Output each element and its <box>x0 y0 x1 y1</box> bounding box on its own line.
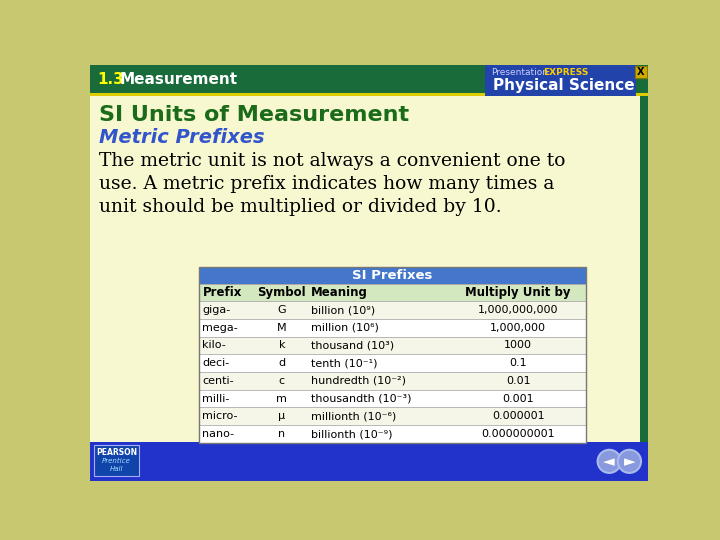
Text: Hall: Hall <box>109 466 123 472</box>
Text: SI Prefixes: SI Prefixes <box>352 269 433 282</box>
Bar <box>199 319 586 336</box>
Text: PEARSON: PEARSON <box>96 448 137 457</box>
Bar <box>199 336 586 354</box>
Bar <box>90 96 648 442</box>
Text: nano-: nano- <box>202 429 235 439</box>
Text: Physical Science: Physical Science <box>493 78 635 93</box>
Text: 1.3: 1.3 <box>98 72 125 87</box>
Bar <box>199 301 586 319</box>
Bar <box>199 284 586 301</box>
Text: 1000: 1000 <box>504 340 532 350</box>
Bar <box>199 372 586 390</box>
Text: billionth (10⁻⁹): billionth (10⁻⁹) <box>311 429 392 439</box>
Text: deci-: deci- <box>202 358 230 368</box>
Text: c: c <box>279 376 285 386</box>
Text: EXPRESS: EXPRESS <box>544 68 589 77</box>
Text: ►: ► <box>624 454 635 469</box>
Text: 0.01: 0.01 <box>506 376 531 386</box>
Text: d: d <box>278 358 285 368</box>
Text: Measurement: Measurement <box>120 72 238 87</box>
Text: SI Units of Measurement: SI Units of Measurement <box>99 105 410 125</box>
Bar <box>90 93 648 96</box>
Bar <box>199 267 586 284</box>
Text: unit should be multiplied or divided by 10.: unit should be multiplied or divided by … <box>99 198 502 216</box>
Text: μ: μ <box>278 411 285 421</box>
Text: M: M <box>277 323 287 333</box>
Text: thousandth (10⁻³): thousandth (10⁻³) <box>311 394 411 403</box>
Text: 0.1: 0.1 <box>509 358 527 368</box>
Bar <box>199 390 586 408</box>
Text: m: m <box>276 394 287 403</box>
Text: Meaning: Meaning <box>311 286 368 299</box>
Text: hundredth (10⁻²): hundredth (10⁻²) <box>311 376 406 386</box>
Bar <box>199 267 586 443</box>
Text: ◄: ◄ <box>603 454 615 469</box>
Bar <box>485 65 636 96</box>
Bar <box>90 65 648 94</box>
Text: mega-: mega- <box>202 323 238 333</box>
Text: thousand (10³): thousand (10³) <box>311 340 394 350</box>
Circle shape <box>598 450 621 473</box>
Text: giga-: giga- <box>202 305 230 315</box>
Bar <box>90 442 648 481</box>
Text: use. A metric prefix indicates how many times a: use. A metric prefix indicates how many … <box>99 175 554 193</box>
Text: 0.000001: 0.000001 <box>492 411 544 421</box>
Text: 0.000000001: 0.000000001 <box>482 429 555 439</box>
Text: X: X <box>637 67 645 77</box>
Text: 1,000,000: 1,000,000 <box>490 323 546 333</box>
Text: Symbol: Symbol <box>258 286 306 299</box>
Bar <box>640 96 648 442</box>
Text: centi-: centi- <box>202 376 234 386</box>
Bar <box>199 354 586 372</box>
Text: tenth (10⁻¹): tenth (10⁻¹) <box>311 358 377 368</box>
Bar <box>94 445 139 476</box>
Text: million (10⁶): million (10⁶) <box>311 323 379 333</box>
Text: The metric unit is not always a convenient one to: The metric unit is not always a convenie… <box>99 152 566 170</box>
Text: Prefix: Prefix <box>202 286 242 299</box>
Circle shape <box>618 450 641 473</box>
Text: 0.001: 0.001 <box>503 394 534 403</box>
Text: k: k <box>279 340 285 350</box>
Text: Presentation: Presentation <box>492 68 549 77</box>
Text: kilo-: kilo- <box>202 340 226 350</box>
Text: Multiply Unit by: Multiply Unit by <box>465 286 571 299</box>
Text: billion (10⁹): billion (10⁹) <box>311 305 375 315</box>
Text: Metric Prefixes: Metric Prefixes <box>99 129 265 147</box>
Bar <box>199 425 586 443</box>
Text: 1,000,000,000: 1,000,000,000 <box>478 305 559 315</box>
Text: Prentice: Prentice <box>102 458 131 464</box>
Text: millionth (10⁻⁶): millionth (10⁻⁶) <box>311 411 396 421</box>
Text: G: G <box>277 305 286 315</box>
Text: n: n <box>278 429 285 439</box>
Bar <box>635 65 647 78</box>
Bar <box>199 408 586 425</box>
Text: milli-: milli- <box>202 394 230 403</box>
Text: micro-: micro- <box>202 411 238 421</box>
